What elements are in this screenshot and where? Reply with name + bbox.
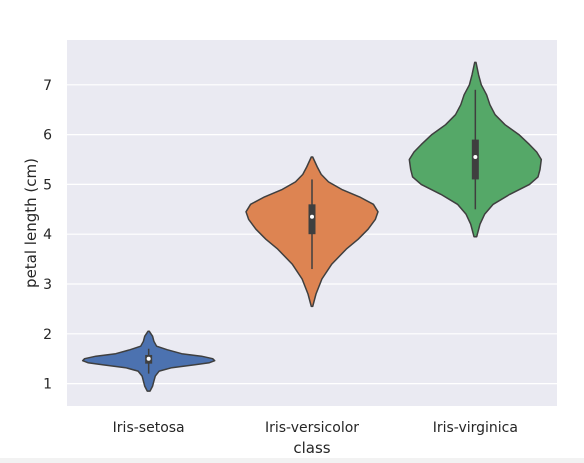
y-axis-label: petal length (cm) [22,158,40,288]
violins [81,61,543,392]
x-tick-label: Iris-virginica [433,420,518,436]
y-tick-label: 2 [43,327,52,343]
bottom-strip [0,458,584,463]
violin-median [473,155,478,160]
y-tick-label: 7 [43,78,52,94]
violin-iqr-box [471,139,479,180]
violin-median [310,214,314,219]
x-tick-label: Iris-versicolor [265,420,359,436]
x-tick-labels: Iris-setosa Iris-versicolor Iris-virginica [113,420,518,436]
y-tick-label: 3 [43,277,52,293]
x-tick-label: Iris-setosa [113,420,185,436]
x-axis-label: class [293,439,330,457]
violin-iqr-box [308,204,316,235]
y-tick-label: 4 [43,227,52,243]
y-tick-labels: 1 2 3 4 5 6 7 [43,78,52,393]
y-tick-label: 6 [43,128,52,144]
y-tick-label: 1 [43,377,52,393]
violin-median [146,356,151,361]
y-tick-label: 5 [43,177,52,193]
